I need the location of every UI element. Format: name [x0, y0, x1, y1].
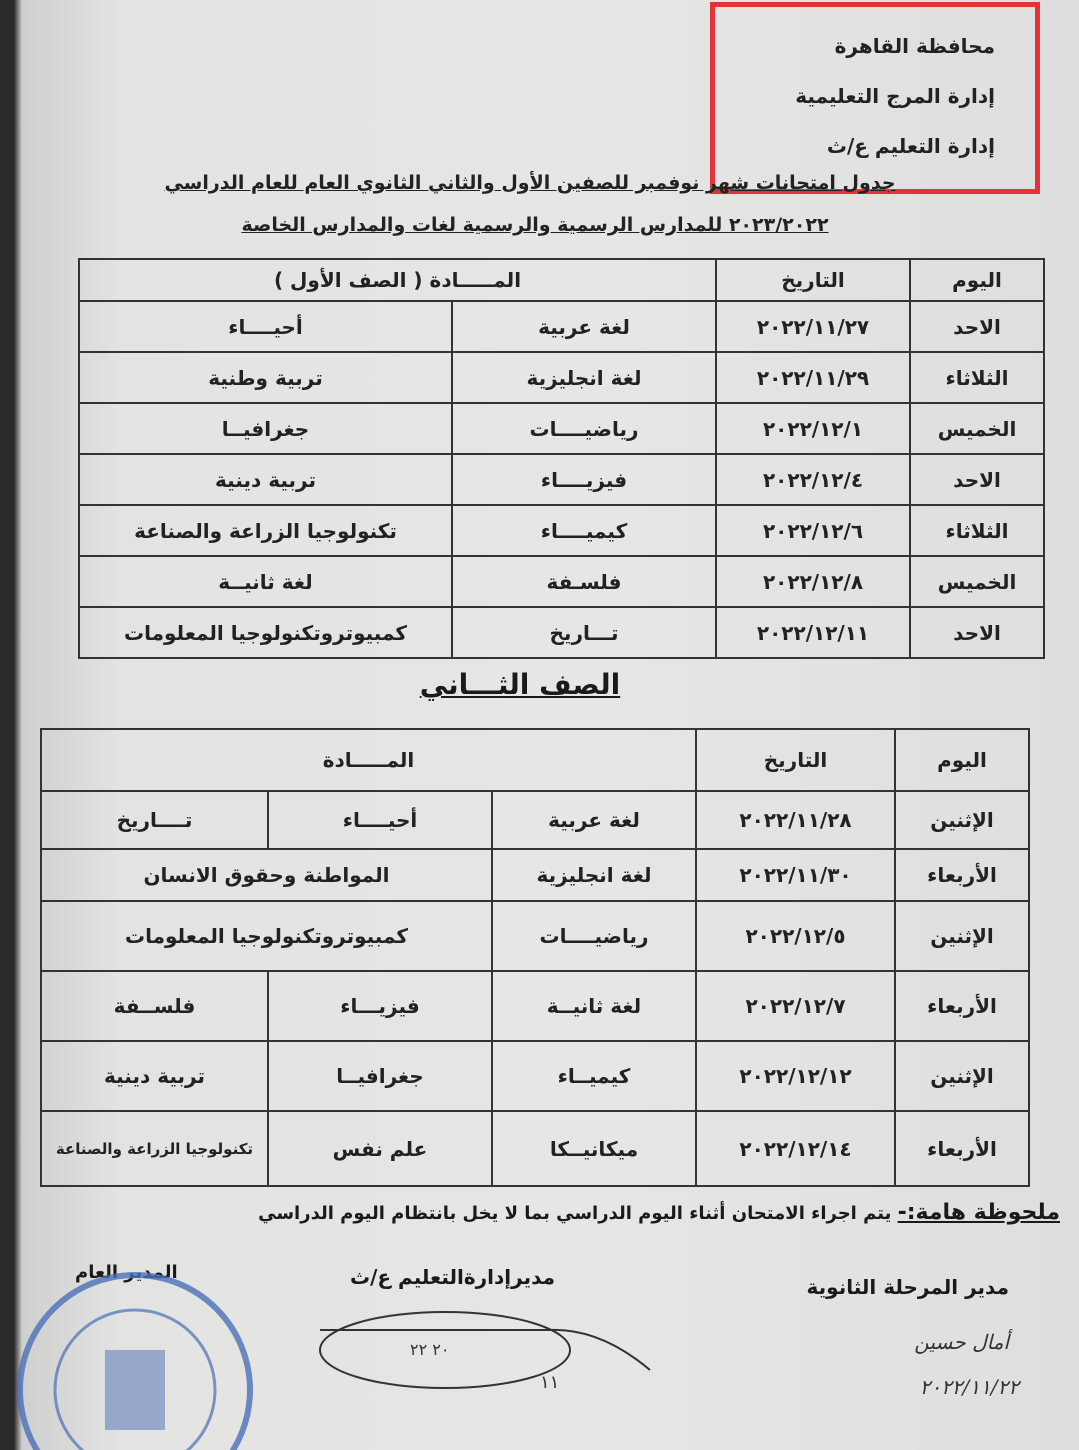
table-row: الإثنين ٢٠٢٢/١٢/٥ رياضيــــات كمبيوتروتكنول… — [40, 900, 1030, 972]
table-row: الأربعاء ٢٠٢٢/١٢/١٤ ميكانيــكا علم نفس تكنول… — [40, 1110, 1030, 1187]
important-note: ملحوظة هامة:- يتم اجراء الامتحان أثناء ا… — [60, 1200, 1060, 1225]
date-cell: ٢٠٢٢/١١/٢٩ — [715, 351, 911, 404]
subject-cell: تـــاريخ — [451, 606, 717, 659]
subject-cell: لغة عربية — [451, 300, 717, 353]
day-cell: الأربعاء — [894, 848, 1030, 902]
subject-cell: لغة ثانيــة — [78, 555, 453, 608]
subject-cell: ميكانيــكا — [491, 1110, 697, 1187]
date-cell: ٢٠٢٢/١١/٢٧ — [715, 300, 911, 353]
date-cell: ٢٠٢٢/١٢/١١ — [715, 606, 911, 659]
date-cell: ٢٠٢٢/١١/٣٠ — [695, 848, 896, 902]
date-cell: ٢٠٢٢/١١/٢٨ — [695, 790, 896, 850]
subject-cell: جغرافيــا — [78, 402, 453, 455]
header-subject: المـــــادة ( الصف الأول ) — [78, 258, 717, 302]
header-date: التاريخ — [695, 728, 896, 792]
day-cell: الإثنين — [894, 790, 1030, 850]
subject-cell: فيزيــــاء — [451, 453, 717, 506]
date-cell: ٢٠٢٢/١٢/٦ — [715, 504, 911, 557]
table-row: الإثنين ٢٠٢٢/١٢/١٢ كيميــاء جغرافيــا تربية … — [40, 1040, 1030, 1112]
header-day: اليوم — [894, 728, 1030, 792]
subject-cell: تربية وطنية — [78, 351, 453, 404]
day-cell: الأربعاء — [894, 1110, 1030, 1187]
header-day: اليوم — [909, 258, 1045, 302]
subject-cell: كيميــاء — [491, 1040, 697, 1112]
secondary-signature: أمال حسين — [914, 1330, 1009, 1354]
header-line: إدارة التعليم ع/ث — [826, 134, 995, 158]
header-date: التاريخ — [715, 258, 911, 302]
subject-cell: كمبيوتروتكنولوجيا المعلومات — [40, 900, 493, 972]
day-cell: الاحد — [909, 300, 1045, 353]
header-line: إدارة المرج التعليمية — [795, 84, 995, 108]
subject-cell: لغة انجليزية — [451, 351, 717, 404]
subject-cell: فيزيـــاء — [267, 970, 493, 1042]
subject-cell: أحيــــاء — [78, 300, 453, 353]
table-row: الاحد ٢٠٢٢/١١/٢٧ لغة عربية أحيــــاء — [78, 300, 1045, 353]
note-label: ملحوظة هامة:- — [897, 1200, 1060, 1225]
day-cell: الاحد — [909, 606, 1045, 659]
table-row: الاحد ٢٠٢٢/١٢/١١ تـــاريخ كمبيوتروتكنولوجيا… — [78, 606, 1045, 659]
note-text: يتم اجراء الامتحان أثناء اليوم الدراسي ب… — [258, 1203, 898, 1224]
second-grade-heading: الصف الثـــاني — [419, 668, 621, 701]
table-row: الخميس ٢٠٢٢/١٢/٨ فلسـفة لغة ثانيــة — [78, 555, 1045, 608]
header-line: محافظة القاهرة — [834, 34, 995, 58]
day-cell: الثلاثاء — [909, 504, 1045, 557]
day-cell: الخميس — [909, 555, 1045, 608]
title-line2: ٢٠٢٣/٢٠٢٢ للمدارس الرسمية والرسمية لغات … — [241, 214, 829, 236]
table-row: الإثنين ٢٠٢٢/١١/٢٨ لغة عربية أحيــــاء تــــ… — [40, 790, 1030, 850]
first-grade-table: اليوم التاريخ المـــــادة ( الصف الأول )… — [78, 258, 1045, 659]
header-box: محافظة القاهرة إدارة المرج التعليمية إدا… — [710, 2, 1040, 194]
svg-text:١١: ١١ — [540, 1372, 559, 1393]
day-cell: الثلاثاء — [909, 351, 1045, 404]
day-cell: الإثنين — [894, 900, 1030, 972]
subject-cell: تربية دينية — [40, 1040, 269, 1112]
education-manager-signature: ٢٠ ٢٢ ١١ — [319, 1311, 651, 1393]
title-line1: جدول امتحانات شهر نوفمبر للصفين الأول وا… — [164, 172, 896, 194]
table-row: الثلاثاء ٢٠٢٢/١١/٢٩ لغة انجليزية تربية وطني… — [78, 351, 1045, 404]
day-cell: الأربعاء — [894, 970, 1030, 1042]
subject-cell: رياضيــــات — [491, 900, 697, 972]
subject-cell: تكنولوجيا الزراعة والصناعة — [78, 504, 453, 557]
second-grade-table: اليوم التاريخ المـــــادة الإثنين ٢٠٢٢/١١… — [40, 728, 1030, 1187]
education-manager-label: مديرإدارةالتعليم ع/ث — [350, 1265, 556, 1289]
subject-cell: جغرافيــا — [267, 1040, 493, 1112]
table-row: الاحد ٢٠٢٢/١٢/٤ فيزيــــاء تربية دينية — [78, 453, 1045, 506]
subject-cell: لغة ثانيــة — [491, 970, 697, 1042]
subject-cell: لغة عربية — [491, 790, 697, 850]
day-cell: الاحد — [909, 453, 1045, 506]
subject-cell: تكنولوجيا الزراعة والصناعة — [40, 1110, 269, 1187]
subject-cell: فلسـفة — [451, 555, 717, 608]
subject-cell: تربية دينية — [78, 453, 453, 506]
table-row: الأربعاء ٢٠٢٢/١١/٣٠ لغة انجليزية المواطنة و… — [40, 848, 1030, 902]
secondary-signature-date: ٢٠٢٢/١١/٢٢ — [919, 1375, 1019, 1399]
subject-cell: لغة انجليزية — [491, 848, 697, 902]
date-cell: ٢٠٢٢/١٢/١٤ — [695, 1110, 896, 1187]
subject-cell: فلســفة — [40, 970, 269, 1042]
date-cell: ٢٠٢٢/١٢/١ — [715, 402, 911, 455]
date-cell: ٢٠٢٢/١٢/٤ — [715, 453, 911, 506]
subject-cell: رياضيــــات — [451, 402, 717, 455]
table-row: الأربعاء ٢٠٢٢/١٢/٧ لغة ثانيــة فيزيـــاء فلس… — [40, 970, 1030, 1042]
day-cell: الإثنين — [894, 1040, 1030, 1112]
date-cell: ٢٠٢٢/١٢/٧ — [695, 970, 896, 1042]
table-row: الثلاثاء ٢٠٢٢/١٢/٦ كيميــــاء تكنولوجيا الز… — [78, 504, 1045, 557]
secondary-manager-label: مدير المرحلة الثانوية — [806, 1275, 1009, 1299]
table-row: الخميس ٢٠٢٢/١٢/١ رياضيــــات جغرافيــا — [78, 402, 1045, 455]
official-stamp — [17, 1272, 253, 1450]
subject-cell: أحيــــاء — [267, 790, 493, 850]
date-cell: ٢٠٢٢/١٢/٨ — [715, 555, 911, 608]
subject-cell: كمبيوتروتكنولوجيا المعلومات — [78, 606, 453, 659]
subject-cell: المواطنة وحقوق الانسان — [40, 848, 493, 902]
day-cell: الخميس — [909, 402, 1045, 455]
date-cell: ٢٠٢٢/١٢/٥ — [695, 900, 896, 972]
subject-cell: تــــاريخ — [40, 790, 269, 850]
header-subject: المـــــادة — [40, 728, 697, 792]
subject-cell: كيميــــاء — [451, 504, 717, 557]
svg-text:٢٠ ٢٢: ٢٠ ٢٢ — [410, 1340, 449, 1359]
date-cell: ٢٠٢٢/١٢/١٢ — [695, 1040, 896, 1112]
subject-cell: علم نفس — [267, 1110, 493, 1187]
